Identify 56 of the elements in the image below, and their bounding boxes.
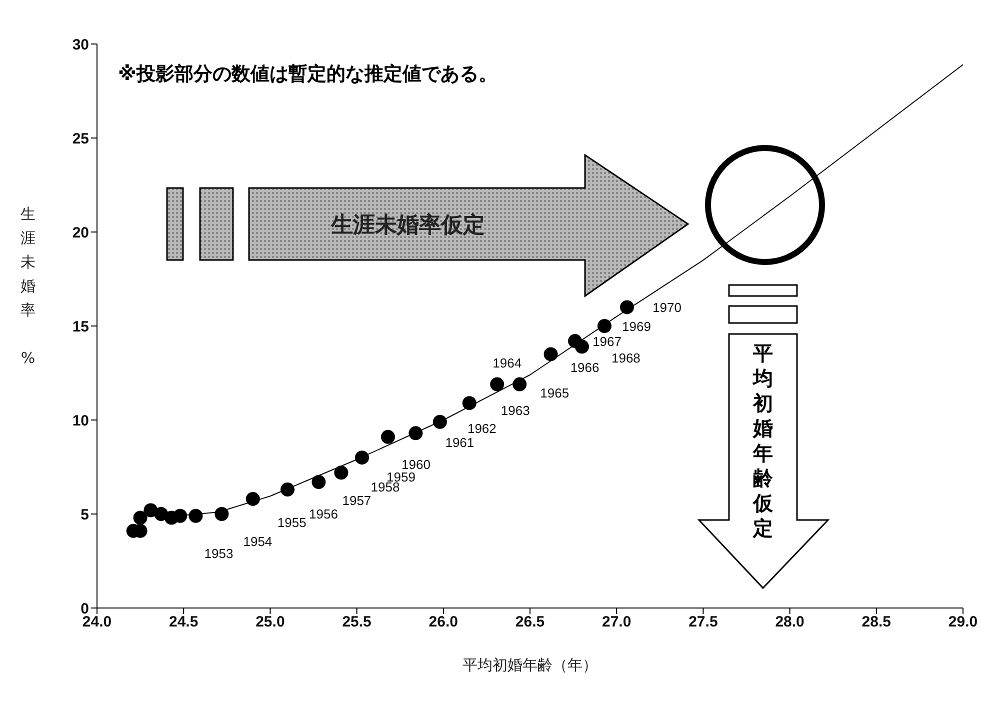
point <box>408 426 423 440</box>
annotation: 生涯未婚率仮定 <box>330 212 485 238</box>
x-tick-label: 28.5 <box>862 614 891 631</box>
annotation: ※投影部分の数値は暫定的な推定値である。 <box>118 63 498 85</box>
y-tick-label: 30 <box>72 36 89 54</box>
x-tick-label: 27.5 <box>688 614 718 631</box>
point <box>432 414 447 429</box>
x-tick-label: 29.0 <box>948 614 978 631</box>
annotation: 1957 <box>342 493 372 508</box>
x-axis-title: 平均初婚年齢（年） <box>462 657 598 674</box>
annotation: 1964 <box>492 355 522 370</box>
point <box>214 507 229 521</box>
y-tick-label: 20 <box>72 224 89 242</box>
annotation: 1968 <box>612 350 640 366</box>
y-tick-label: 10 <box>72 412 89 430</box>
point <box>354 450 369 465</box>
annotation: 1961 <box>445 435 474 450</box>
y-tick-label: 5 <box>80 506 89 524</box>
point <box>490 377 504 392</box>
annotation: 平均初婚年齢仮定 <box>752 341 774 540</box>
point <box>188 508 203 523</box>
annotation: 1956 <box>309 506 338 522</box>
annotation: 1962 <box>467 420 496 436</box>
point <box>312 475 326 490</box>
annotation: 1966 <box>570 360 600 376</box>
point <box>380 430 395 444</box>
annotation: 1965 <box>540 385 570 400</box>
annotation: 1967 <box>592 334 622 350</box>
y-tick-label: 25 <box>72 130 89 148</box>
point <box>246 492 260 506</box>
x-tick-label: 26.0 <box>428 614 458 631</box>
annotation: 1970 <box>652 300 682 316</box>
x-tick-label: 24.5 <box>169 614 198 631</box>
point <box>574 340 589 354</box>
annotation: 1963 <box>500 403 530 418</box>
point <box>334 466 348 480</box>
point <box>620 300 634 314</box>
y-tick-label: 15 <box>72 318 89 336</box>
annotation: 1969 <box>622 319 651 334</box>
annotation: 1960 <box>402 456 430 472</box>
point <box>512 377 527 392</box>
point <box>462 396 476 410</box>
point <box>280 482 295 497</box>
x-tick-label: 25.5 <box>342 614 372 631</box>
point <box>544 347 558 362</box>
x-tick-label: 25.0 <box>256 614 285 631</box>
point <box>173 508 188 523</box>
x-tick-label: 26.5 <box>515 614 545 631</box>
annotation: 1955 <box>277 514 306 530</box>
x-tick-label: 27.0 <box>602 614 632 631</box>
point <box>597 319 612 333</box>
annotation: 1954 <box>243 534 272 549</box>
text: 生涯未婚率 % <box>20 205 36 367</box>
point <box>133 510 148 525</box>
x-tick-label: 28.0 <box>775 614 804 631</box>
annotation: 1953 <box>204 546 234 561</box>
